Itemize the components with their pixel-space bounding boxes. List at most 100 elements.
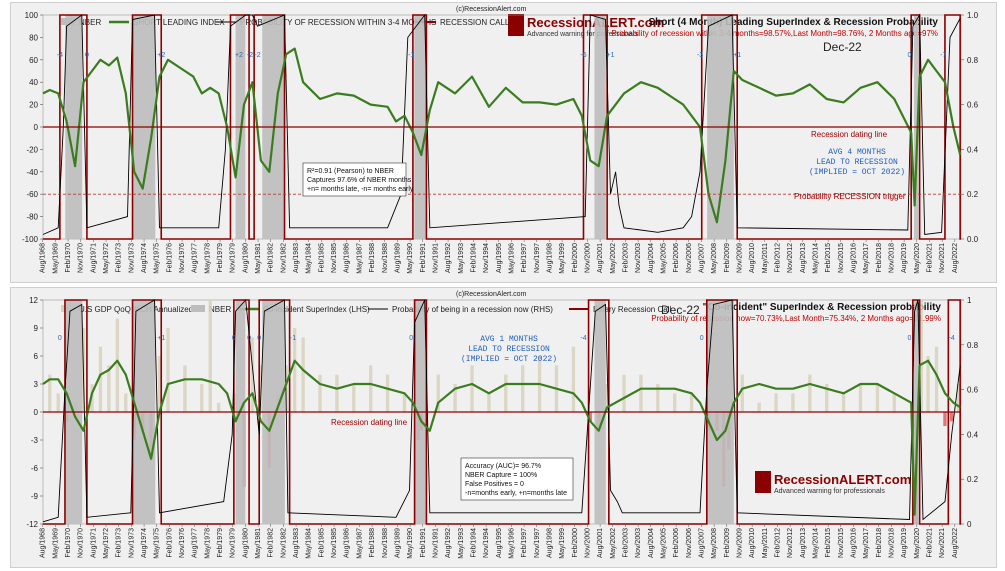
- gdp-bar: [934, 346, 939, 412]
- bot-xtick-label: Nov/1991: [432, 528, 439, 558]
- bot-ytick-label: -12: [26, 520, 38, 529]
- top-xtick-label: May/1972: [103, 243, 110, 274]
- bot-xtick-label: Aug/2016: [850, 528, 857, 558]
- top-xtick-label: May/2008: [711, 243, 718, 274]
- bot-xtick-label: Aug/1971: [90, 528, 97, 558]
- gdp-bar: [841, 393, 846, 412]
- bot-lead-label: 0: [908, 335, 912, 342]
- top-xtick-label: Feb/1979: [217, 243, 224, 273]
- bot-xtick-label: Nov/1985: [331, 528, 338, 558]
- top-xtick-label: Aug/2010: [749, 243, 756, 273]
- bot-xtick-label: Aug/1995: [496, 528, 503, 558]
- bot-xtick-label: Aug/2019: [901, 528, 908, 558]
- top-legend: NBER SHORT LEADING INDEX PROBABILITY OF …: [61, 18, 510, 27]
- bot-xtick-label: Feb/2015: [825, 528, 832, 558]
- bottom-stats-line-3: False Positives = 0: [465, 481, 524, 488]
- top-xtick-label: May/1990: [407, 243, 414, 274]
- bot-xtick-label: Nov/1982: [280, 528, 287, 558]
- top-xtick-label: May/1981: [255, 243, 262, 274]
- bot-xtick-label: Aug/2022: [952, 528, 959, 558]
- top-stats-line-2: Captures 97.6% of NBER months: [307, 177, 412, 184]
- top-rtick-label: 1.0: [967, 11, 979, 20]
- top-chart-svg: (c)RecessionAlert.com NBER SHORT LEADING…: [22, 6, 979, 274]
- bot-lead-label: 0: [232, 335, 236, 342]
- gdp-bar: [115, 318, 120, 412]
- top-lead-label: 0: [908, 52, 912, 59]
- logo-horse-icon-2: [755, 471, 771, 493]
- gdp-bar: [48, 374, 52, 412]
- top-xtick-label: Feb/2012: [774, 243, 781, 273]
- bot-xtick-label: Nov/2018: [888, 528, 895, 558]
- bottom-right-axis: 1 0.8 0.6 0.4 0.2 0: [961, 296, 979, 529]
- bot-xtick-label: May/2002: [610, 528, 617, 559]
- top-lead-label: 0: [85, 52, 89, 59]
- bot-xtick-label: Nov/2009: [736, 528, 743, 558]
- gdp-bar: [808, 374, 812, 412]
- top-chart-panel: (c)RecessionAlert.com NBER SHORT LEADING…: [10, 2, 997, 283]
- bot-xtick-label: May/2011: [762, 528, 769, 558]
- top-xtick-label: May/2005: [660, 243, 667, 274]
- gdp-bar: [352, 384, 356, 412]
- bot-ytick-label: 6: [34, 352, 39, 361]
- bot-xtick-label: May/1981: [255, 528, 262, 559]
- bot-xtick-label: Nov/1976: [179, 528, 186, 558]
- gdp-bar: [98, 346, 103, 412]
- top-xtick-label: Aug/2019: [901, 243, 908, 273]
- top-ytick-label: 0: [34, 123, 39, 132]
- bot-xtick-label: Aug/1992: [445, 528, 452, 558]
- bot-xtick-label: Feb/2018: [876, 528, 883, 558]
- bot-xtick-label: Feb/2006: [673, 528, 680, 558]
- bot-xtick-label: Aug/1986: [344, 528, 351, 558]
- top-lead-label: -2: [247, 52, 253, 59]
- gdp-bar: [943, 412, 947, 426]
- gdp-bar: [124, 393, 128, 412]
- bottom-binary-call: [43, 299, 961, 525]
- top-trigger-label: Probability RECESSION trigger: [794, 192, 906, 201]
- gdp-bar: [183, 365, 187, 412]
- top-right-axis: 1.0 0.8 0.6 0.4 0.2 0.0: [961, 11, 979, 244]
- bot-xtick-label: May/2008: [711, 528, 718, 559]
- top-xtick-label: Nov/2003: [635, 243, 642, 273]
- bot-xtick-label: May/1972: [103, 528, 110, 559]
- top-xtick-label: Nov/2006: [686, 243, 693, 273]
- top-lead-label: -7: [940, 52, 946, 59]
- gdp-bar: [157, 356, 162, 412]
- bot-xtick-label: Aug/1989: [394, 528, 401, 558]
- bot-lead-label: -1: [290, 335, 296, 342]
- bottom-avg-note-2: LEAD TO RECESSION: [468, 345, 550, 354]
- top-chart-subtitle: Probability of recession within 3-4 mont…: [611, 29, 938, 38]
- top-lead-label: +1: [733, 52, 741, 59]
- top-ytick-label: -40: [26, 168, 38, 177]
- bot-xtick-label: Nov/1970: [78, 528, 85, 558]
- gdp-bar: [956, 384, 961, 412]
- gdp-bar: [689, 393, 694, 412]
- bot-xtick-label: Nov/2015: [838, 528, 845, 558]
- bot-xtick-label: Aug/1983: [293, 528, 300, 558]
- top-xtick-label: May/1969: [52, 243, 59, 274]
- top-xtick-label: Feb/1976: [166, 243, 173, 273]
- top-xtick-label: May/2002: [610, 243, 617, 274]
- bot-xtick-label: Feb/1997: [521, 528, 528, 558]
- gdp-bar: [56, 393, 60, 412]
- top-avg-note-3: (IMPLIED = OCT 2022): [809, 168, 905, 177]
- bot-lead-label: -4: [580, 335, 586, 342]
- top-xtick-label: May/1987: [356, 243, 363, 274]
- top-xtick-label: Nov/1985: [331, 243, 338, 273]
- bot-ytick-label: -6: [31, 464, 39, 473]
- bot-xtick-label: May/2005: [660, 528, 667, 559]
- top-xtick-label: May/1984: [306, 243, 313, 274]
- gdp-bar: [950, 412, 954, 422]
- gdp-bar: [318, 374, 322, 412]
- top-xtick-label: Feb/2009: [724, 243, 731, 273]
- bottom-probability-series: [42, 298, 961, 523]
- bot-xtick-label: Aug/2010: [749, 528, 756, 558]
- gdp-bar: [656, 384, 660, 412]
- gdp-bar: [622, 374, 626, 412]
- top-copyright: (c)RecessionAlert.com: [456, 6, 527, 13]
- bot-xtick-label: Nov/1988: [382, 528, 389, 558]
- gdp-bar: [892, 393, 896, 412]
- gdp-bar: [571, 346, 576, 412]
- logo-horse-icon: [508, 14, 524, 36]
- bottom-stats-frame: [460, 457, 574, 501]
- top-ytick-label: 60: [29, 56, 38, 65]
